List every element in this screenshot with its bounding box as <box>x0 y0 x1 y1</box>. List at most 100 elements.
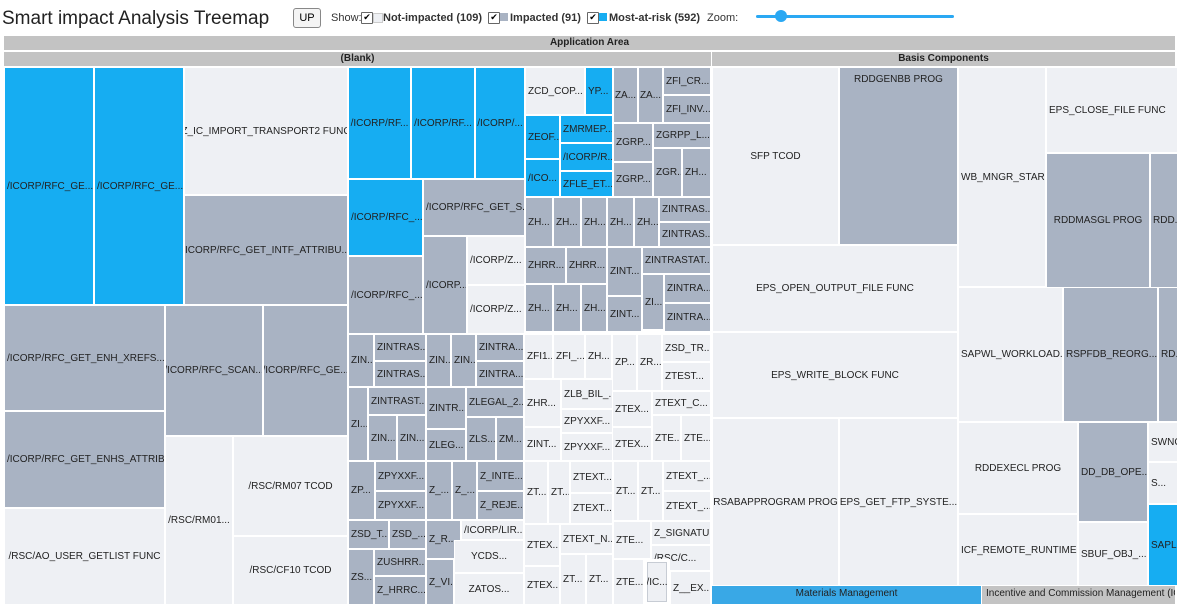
application-area-header[interactable]: Application Area <box>4 36 1176 50</box>
treemap-cell[interactable]: ZIN... <box>348 334 374 387</box>
treemap-cell[interactable]: EPS_WRITE_BLOCK FUNC <box>712 332 958 418</box>
treemap-cell[interactable]: /ICORP... <box>423 236 467 334</box>
show-not-impacted-checkbox[interactable]: ✔ <box>361 12 373 24</box>
treemap-cell[interactable]: ZHR... <box>524 379 561 427</box>
treemap-cell[interactable]: ZH... <box>581 197 607 247</box>
show-most-at-risk-checkbox[interactable]: ✔ <box>587 12 599 24</box>
treemap-cell[interactable]: /ICORP/LIR... <box>461 520 524 540</box>
treemap-cell[interactable]: Z_IC_IMPORT_TRANSPORT2 FUNC <box>184 67 348 195</box>
show-impacted-checkbox[interactable]: ✔ <box>488 12 500 24</box>
group-blank-header[interactable]: (Blank) <box>4 52 712 66</box>
treemap-cell[interactable]: /ICORP/... <box>475 67 525 179</box>
treemap-cell[interactable]: ZINTRAST... <box>368 387 426 415</box>
treemap-cell[interactable]: ZINT... <box>607 247 642 296</box>
up-button[interactable]: UP <box>293 8 321 28</box>
treemap-cell[interactable]: /ICORP/RFC_SCAN... <box>165 305 263 436</box>
treemap-cell[interactable]: ZP... <box>348 461 375 520</box>
treemap-cell[interactable]: ZINTRAS... <box>659 197 711 222</box>
treemap-cell[interactable]: ZPYXXF... <box>375 491 426 520</box>
treemap-cell[interactable]: ZFI_INV... <box>663 95 711 123</box>
treemap-cell[interactable]: ZEOF... <box>525 115 560 159</box>
treemap-cell[interactable]: ZSD_T... <box>348 520 389 549</box>
treemap-cell[interactable]: ZINTRAS... <box>374 361 426 387</box>
treemap-cell[interactable]: ZIN... <box>397 415 426 461</box>
treemap-cell[interactable]: SBUF_OBJ_... <box>1078 522 1148 586</box>
treemap-cell[interactable]: ZGRP... <box>613 162 653 197</box>
treemap-cell[interactable]: ZP... <box>612 334 637 391</box>
treemap-cell[interactable]: ZH... <box>585 334 612 379</box>
group-icm[interactable]: Incentive and Commission Management (ICM… <box>982 586 1176 604</box>
treemap-cell[interactable]: ZT... <box>613 461 638 521</box>
treemap-cell[interactable]: ZPYXXF... <box>375 461 426 491</box>
treemap-cell[interactable]: EPS_CLOSE_FILE FUNC <box>1046 67 1178 153</box>
treemap-cell[interactable]: SFP TCOD <box>712 67 839 245</box>
zoom-slider-track[interactable] <box>756 15 954 18</box>
treemap-cell[interactable]: ZINTR... <box>426 387 466 429</box>
treemap-cell[interactable]: /ICORP/RFC_GET_S... <box>423 179 525 236</box>
treemap-cell[interactable]: ZTEX... <box>524 524 560 566</box>
treemap-cell[interactable]: /ICORP/RFC_GE... <box>4 67 94 305</box>
zoom-slider-handle[interactable] <box>774 10 787 22</box>
treemap-cell[interactable]: ZLEGAL_2... <box>466 387 524 417</box>
treemap-cell[interactable]: ZTE... <box>681 415 711 461</box>
treemap-cell[interactable]: ZSD_... <box>389 520 426 549</box>
treemap-cell[interactable]: RDD... <box>1150 153 1178 288</box>
treemap-cell[interactable]: ZCD_COP... <box>525 67 585 115</box>
treemap-cell[interactable]: ZA... <box>613 67 638 123</box>
treemap-cell[interactable]: /ICORP/Z... <box>467 236 525 285</box>
treemap-cell[interactable]: S... <box>1148 462 1178 504</box>
treemap-cell[interactable]: /ICORP/RFC_GET_ENHS_ATTRIB... <box>4 411 165 508</box>
treemap-cell[interactable]: /ICO... <box>525 159 560 197</box>
treemap-cell[interactable]: Z_VI... <box>426 559 454 605</box>
treemap-cell[interactable]: ZPYXXF... <box>561 433 613 461</box>
treemap-cell[interactable]: /IC... <box>644 559 670 605</box>
treemap-cell[interactable]: ICF_REMOTE_RUNTIME... <box>958 514 1078 586</box>
treemap-cell[interactable]: RSABAPPROGRAM PROG <box>712 418 839 586</box>
treemap-cell[interactable]: ZI... <box>348 387 368 461</box>
treemap-cell[interactable]: EPS_OPEN_OUTPUT_FILE FUNC <box>712 245 958 332</box>
treemap-cell[interactable]: ZSD_TR... <box>662 334 711 362</box>
treemap-cell[interactable]: ZIN... <box>451 334 476 387</box>
treemap-cell[interactable]: SWNC... <box>1148 422 1178 462</box>
treemap-cell[interactable]: ZTEST... <box>662 362 711 391</box>
treemap-cell[interactable]: Z_HRRC... <box>374 576 426 605</box>
treemap-cell[interactable]: WB_MNGR_STAR... <box>958 67 1046 287</box>
treemap-cell[interactable]: ZINTRA... <box>664 274 711 303</box>
treemap-cell[interactable]: RSPFDB_REORG... <box>1063 287 1158 422</box>
treemap-cell[interactable]: ZH... <box>525 197 553 247</box>
treemap-cell[interactable]: RDDGENBB PROG <box>839 67 958 245</box>
treemap-cell[interactable]: ZHRR... <box>525 247 566 284</box>
treemap-cell[interactable]: Z_INTE... <box>477 461 524 491</box>
treemap-cell[interactable]: ZH... <box>525 284 553 332</box>
treemap-cell[interactable]: ZATOS... <box>454 573 524 605</box>
treemap-cell[interactable]: ZINTRA... <box>664 303 711 332</box>
treemap-cell[interactable]: Z_SIGNATU... <box>651 521 711 545</box>
treemap-cell[interactable]: ZTEX... <box>612 427 652 461</box>
treemap-cell[interactable]: Z__EX... <box>670 571 711 605</box>
treemap-cell[interactable]: ZR... <box>637 334 662 391</box>
treemap-cell[interactable]: ZTEX... <box>612 391 652 427</box>
treemap-cell[interactable]: ZIN... <box>368 415 397 461</box>
treemap-cell[interactable]: ZS... <box>348 549 374 605</box>
treemap-cell[interactable]: ZH... <box>607 197 634 247</box>
treemap-cell[interactable]: ZT... <box>560 554 586 605</box>
treemap-cell[interactable]: /ICORP/RFC_GET_ENH_XREFS... <box>4 305 165 411</box>
treemap-cell[interactable]: ZH... <box>634 197 659 247</box>
treemap-cell[interactable]: ZTEXT... <box>570 493 613 524</box>
treemap-cell[interactable]: ZINT... <box>524 427 561 461</box>
treemap-cell[interactable]: ZTEXT_C... <box>652 391 711 415</box>
treemap-cell[interactable]: ZTEXT_... <box>663 491 711 521</box>
treemap-cell[interactable]: /RSC/RM07 TCOD <box>233 436 348 536</box>
treemap-cell[interactable]: RDDEXECL PROG <box>958 422 1078 514</box>
treemap-cell[interactable]: /RSC/CF10 TCOD <box>233 536 348 605</box>
treemap-cell[interactable]: ZINTRA... <box>476 334 524 361</box>
treemap-cell[interactable]: ZH... <box>682 148 711 197</box>
treemap-cell[interactable]: ZTE... <box>652 415 681 461</box>
treemap-cell[interactable]: /RSC/RM01... <box>165 436 233 605</box>
treemap-cell[interactable]: ZLB_BIL_... <box>561 379 613 409</box>
treemap-cell[interactable]: ZTEXT... <box>570 461 613 493</box>
treemap-cell[interactable]: ZH... <box>581 284 607 332</box>
treemap-cell[interactable]: ZTE... <box>613 521 651 559</box>
treemap-cell[interactable]: ZTE... <box>613 559 644 605</box>
treemap-cell[interactable]: ZTEXT_... <box>663 461 711 491</box>
